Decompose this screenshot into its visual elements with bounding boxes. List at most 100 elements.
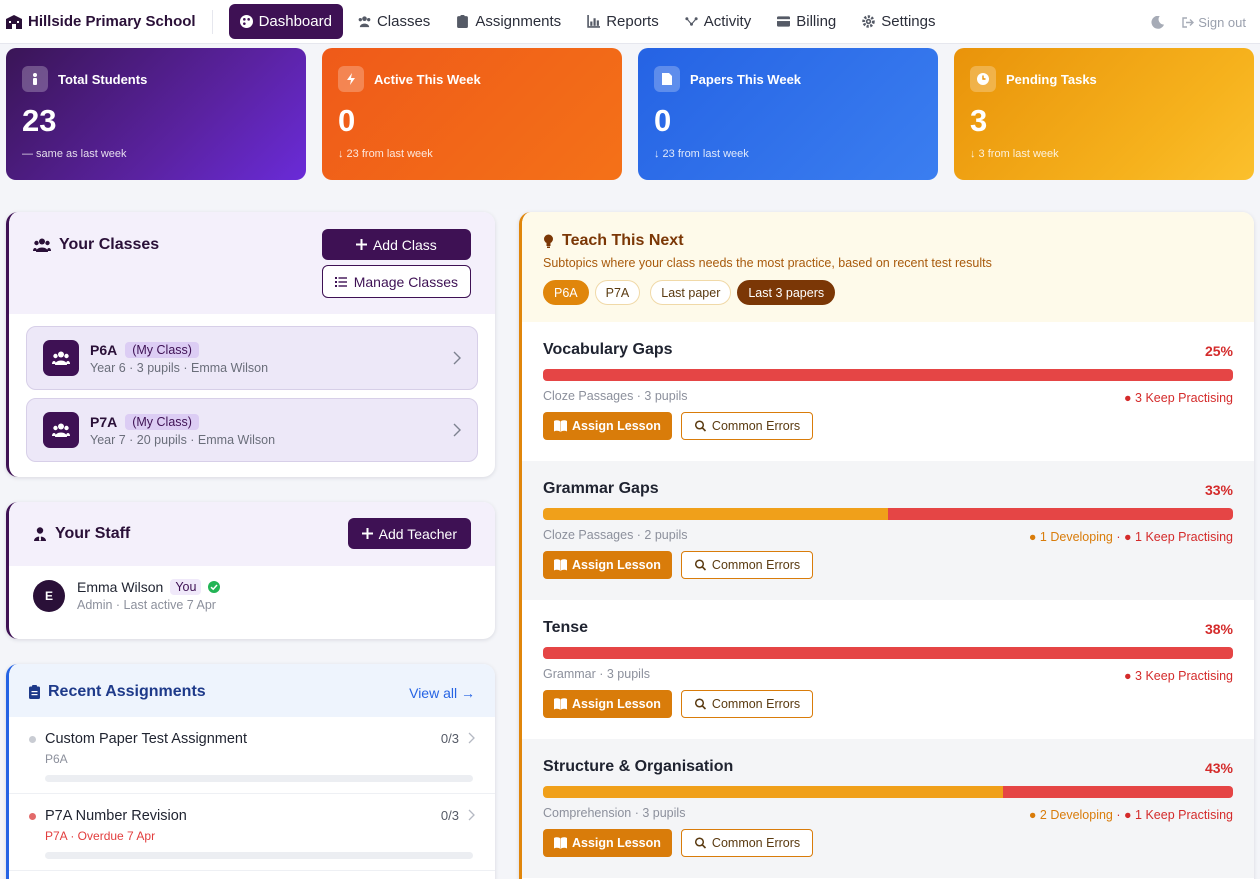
nav-dashboard[interactable]: Dashboard [228,4,343,39]
assign-lesson-label: Assign Lesson [572,419,661,433]
assignments-panel: Recent Assignments View all → Custom Pap… [6,664,495,879]
stat-value: 0 [338,103,356,138]
common-errors-label: Common Errors [711,419,801,433]
class-avatar [43,412,79,448]
assign-lesson-button[interactable]: Assign Lesson [543,829,672,857]
nav-classes-label: Classes [376,13,431,30]
stat-value: 23 [22,103,57,138]
gear-icon [862,15,875,28]
stat-label: Papers This Week [690,71,802,87]
nav-settings[interactable]: Settings [851,4,946,39]
common-errors-button[interactable]: Common Errors [680,412,814,440]
list-icon [334,276,347,287]
nav-reports-label: Reports [606,13,659,30]
chevron-right-icon [453,423,461,437]
brand[interactable]: Hillside Primary School [6,9,213,34]
nav-reports[interactable]: Reports [576,4,670,39]
pill-p7a[interactable]: P7A [594,280,641,305]
class-meta: Year 7 · 20 pupils · Emma Wilson [90,432,276,447]
assign-lesson-label: Assign Lesson [572,697,661,711]
legend-keep-practising: ● 1 Keep Practising [1124,530,1233,544]
common-errors-button[interactable]: Common Errors [680,551,814,579]
stat-sub: ↓ 23 from last week [338,148,433,160]
topic-percent: 38% [1204,621,1233,637]
common-errors-label: Common Errors [711,558,801,572]
staff-title-text: Your Staff [55,525,131,542]
staff-member[interactable]: E Emma Wilson You Admin · Last active 7 … [9,566,495,625]
document-icon [654,66,680,92]
classes-title: Your Classes [33,236,159,254]
assignment-title: P7A Number Revision [45,808,187,824]
legend-developing: ● 2 Developing [1028,808,1113,822]
assign-lesson-button[interactable]: Assign Lesson [543,690,672,718]
class-name: P7A [90,413,118,430]
assignment-row[interactable]: P7A Number Revision P7A · Overdue 7 Apr … [9,794,495,871]
topic-progress-bar [543,369,1233,381]
nav-assignments[interactable]: Assignments [445,4,572,39]
pill-last-3-papers[interactable]: Last 3 papers [737,280,836,305]
topic-name: Structure & Organisation [543,758,734,775]
chevron-right-icon [453,351,461,365]
class-item-p6a[interactable]: P6A (My Class) Year 6 · 3 pupils · Emma W… [26,326,478,390]
chevron-right-icon [468,732,475,744]
stat-pending-tasks: Pending Tasks 3 ↓ 3 from last week [954,48,1254,180]
add-class-button[interactable]: Add Class [321,229,471,260]
staff-title: Your Staff [33,525,130,543]
class-item-p7a[interactable]: P7A (My Class) Year 7 · 20 pupils · Emma … [26,398,478,462]
topic-percent: 33% [1204,482,1233,498]
nav-billing[interactable]: Billing [766,4,847,39]
stat-sub: — same as last week [22,148,127,160]
keep-practising-segment [543,647,1233,659]
signout-button[interactable]: Sign out [1182,15,1246,30]
manage-classes-label: Manage Classes [353,273,458,290]
moon-icon[interactable] [1151,15,1165,29]
stat-value: 3 [970,103,988,138]
teach-subtitle: Subtopics where your class needs the mos… [543,256,992,270]
nav-classes[interactable]: Classes [347,4,441,39]
assignment-title: Custom Paper Test Assignment [45,731,248,747]
nav-assignments-label: Assignments [475,13,562,30]
staff-meta: Admin · Last active 7 Apr [77,598,216,612]
assignment-count: 0/3 [440,731,459,746]
developing-segment [543,786,1003,798]
assign-lesson-label: Assign Lesson [572,836,661,850]
pill-p6a[interactable]: P6A [543,280,589,305]
stat-sub: ↓ 3 from last week [970,148,1059,160]
clipboard-icon [29,685,40,699]
assign-lesson-button[interactable]: Assign Lesson [543,412,672,440]
assignment-sub: P7A · Overdue 7 Apr [45,829,156,843]
staff-name: Emma Wilson [77,579,164,595]
common-errors-button[interactable]: Common Errors [680,690,814,718]
assignment-row[interactable]: Custom Paper Test Assignment P6A 0/3 [9,717,495,794]
class-name: P6A [90,341,118,358]
topic-row: Grammar Gaps 33% Cloze Passages · 2 pupils… [522,461,1254,600]
keep-practising-segment [1003,786,1233,798]
clipboard-icon [457,15,469,28]
common-errors-button[interactable]: Common Errors [680,829,814,857]
activity-icon [685,17,698,26]
assign-lesson-button[interactable]: Assign Lesson [543,551,672,579]
topic-row: Tense 38% Grammar · 3 pupils ● 3 Keep Pract… [522,600,1254,739]
stat-papers-this-week: Papers This Week 0 ↓ 23 from last week [638,48,938,180]
class-meta: Year 6 · 3 pupils · Emma Wilson [90,360,269,375]
lightbulb-icon [544,234,553,248]
person-icon [22,66,48,92]
topic-legend: ● 3 Keep Practising [1124,669,1233,683]
signout-label: Sign out [1198,14,1246,30]
book-icon [554,837,567,849]
assignments-title-text: Recent Assignments [48,683,206,700]
teach-title-text: Teach This Next [562,232,684,249]
manage-classes-button[interactable]: Manage Classes [321,265,471,298]
stat-label: Active This Week [374,71,481,87]
add-teacher-button[interactable]: Add Teacher [347,518,471,549]
teach-title: Teach This Next [543,232,1233,250]
topic-meta: Cloze Passages · 2 pupils [543,528,688,542]
topic-meta: Grammar · 3 pupils [543,667,650,681]
brand-name: Hillside Primary School [28,13,196,30]
nav-activity[interactable]: Activity [674,4,763,39]
topic-meta: Comprehension · 3 pupils [543,806,686,820]
view-all-link[interactable]: View all → [409,685,475,701]
stat-label: Pending Tasks [1006,71,1097,87]
topic-name: Grammar Gaps [543,480,659,497]
pill-last-paper[interactable]: Last paper [650,280,732,305]
